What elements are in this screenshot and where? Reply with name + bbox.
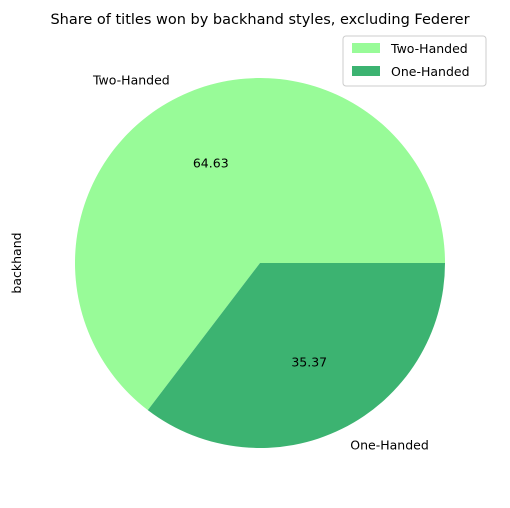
slice-value-two-handed: 64.63	[193, 156, 229, 171]
slice-value-one-handed: 35.37	[291, 354, 327, 369]
pie-slices	[75, 78, 445, 448]
legend-swatch-two-handed	[352, 43, 380, 53]
legend-swatch-one-handed	[352, 66, 380, 76]
slice-label-two-handed: Two-Handed	[92, 73, 170, 88]
legend-label-two-handed: Two-Handed	[390, 41, 468, 56]
chart-title: Share of titles won by backhand styles, …	[50, 12, 469, 28]
slice-label-one-handed: One-Handed	[350, 437, 429, 452]
y-axis-label: backhand	[9, 232, 24, 293]
legend: Two-Handed One-Handed	[343, 36, 486, 86]
legend-label-one-handed: One-Handed	[391, 64, 470, 79]
